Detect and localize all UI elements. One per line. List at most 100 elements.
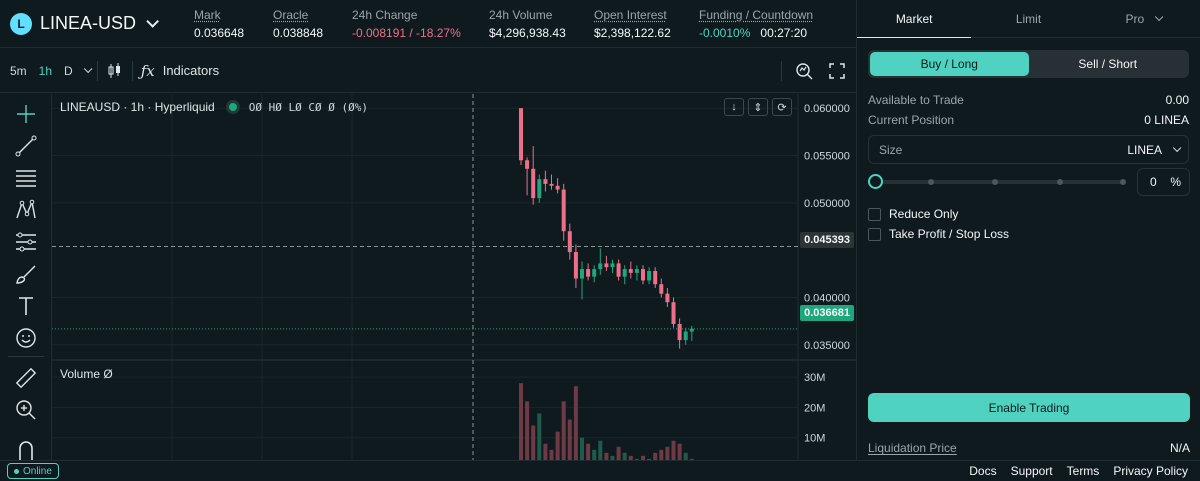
slider-tick	[928, 179, 934, 185]
size-input[interactable]: Size LINEA	[868, 135, 1189, 164]
magnet-icon[interactable]	[14, 436, 38, 460]
volume-bar	[683, 452, 688, 460]
slider-tick	[1057, 179, 1063, 185]
candle	[683, 331, 688, 341]
volume-bar	[525, 401, 530, 460]
zoom-in-icon[interactable]	[14, 398, 38, 422]
volume-bar	[665, 446, 670, 460]
emoji-icon[interactable]	[14, 326, 38, 350]
percent-sign: %	[1170, 175, 1181, 189]
funding-rate: -0.0010%	[699, 26, 751, 40]
volume-bar	[671, 440, 676, 460]
chevron-down-icon	[1172, 143, 1182, 152]
stat-24h-change: 24h Change -0.008191 / -18.27%	[352, 8, 461, 40]
timeframe-chevron-icon[interactable]	[83, 64, 93, 73]
tab-label: Market	[895, 11, 933, 26]
candle	[634, 269, 639, 273]
size-percent-value: 0	[1150, 175, 1157, 189]
stat-24h-volume: 24h Volume $4,296,938.43	[489, 8, 566, 40]
volume-tick-label: 10M	[804, 433, 825, 445]
price-chart[interactable]: 0.060000 0.055000 0.050000 0.040000 0.035000…	[52, 94, 856, 460]
reduce-only-checkbox[interactable]: Reduce Only	[868, 207, 958, 221]
stat-label: 24h Change	[352, 8, 418, 22]
tab-pro[interactable]: Pro	[1086, 0, 1200, 37]
tab-label: Limit	[1015, 11, 1042, 26]
fib-retracement-icon[interactable]	[14, 230, 38, 254]
liquidation-value: N/A	[1169, 441, 1190, 455]
side-toggle: Buy / Long Sell / Short	[868, 50, 1189, 78]
crosshair-price-tag: 0.045393	[800, 232, 854, 248]
crosshair-icon[interactable]	[14, 102, 38, 126]
footer-link-terms[interactable]: Terms	[1066, 464, 1100, 478]
slider-handle[interactable]	[868, 174, 883, 189]
collapse-icon[interactable]: ⇕	[748, 98, 768, 116]
stat-label: Mark	[194, 8, 221, 22]
volume-legend: Volume Ø	[60, 367, 113, 381]
ruler-icon[interactable]	[14, 366, 38, 390]
footer-link-support[interactable]: Support	[1010, 464, 1053, 478]
chart-toolbar: 5m 1h D ƒx Indicators	[0, 49, 856, 93]
candle	[628, 269, 633, 273]
toolbar-divider	[131, 60, 133, 81]
status-label: Online	[23, 465, 52, 477]
candle	[592, 269, 597, 277]
checkbox-box[interactable]	[868, 207, 881, 221]
size-percent-input[interactable]: 0 %	[1137, 168, 1190, 196]
connection-status-badge: Online	[7, 463, 59, 479]
text-tool-icon[interactable]	[14, 294, 38, 318]
slider-tick	[1120, 179, 1126, 185]
candle	[525, 160, 530, 169]
horizontal-lines-icon[interactable]	[14, 166, 38, 190]
volume-bar	[537, 413, 542, 460]
stat-value: $4,296,938.43	[489, 26, 566, 40]
footer-link-docs[interactable]: Docs	[969, 464, 997, 478]
timeframe-d[interactable]: D	[64, 63, 73, 78]
size-slider[interactable]	[868, 174, 1126, 190]
candle	[610, 263, 615, 268]
footer-links: Docs Support Terms Privacy Policy	[969, 464, 1188, 478]
candle	[665, 293, 670, 303]
sell-short-button[interactable]: Sell / Short	[1078, 57, 1138, 71]
fullscreen-icon[interactable]	[828, 62, 846, 80]
volume-bar	[549, 449, 554, 460]
candle	[549, 183, 554, 186]
footer-link-privacy[interactable]: Privacy Policy	[1113, 464, 1188, 478]
timeframe-1h[interactable]: 1h	[38, 63, 53, 78]
candle	[616, 263, 621, 277]
snapshot-icon[interactable]	[794, 61, 814, 81]
pattern-icon[interactable]	[14, 198, 38, 222]
volume-bar	[610, 455, 615, 460]
reset-icon[interactable]: ⟳	[772, 98, 792, 116]
available-value: 0.00	[1165, 93, 1189, 107]
scroll-down-icon[interactable]: ↓	[724, 98, 744, 116]
tab-limit[interactable]: Limit	[971, 0, 1085, 37]
chart-canvas[interactable]: 0.060000 0.055000 0.050000 0.040000 0.035000…	[52, 94, 856, 460]
slider-track[interactable]	[874, 180, 1126, 184]
enable-trading-button[interactable]: Enable Trading	[868, 393, 1190, 422]
volume-bar	[634, 458, 639, 460]
status-dot-icon	[14, 468, 19, 474]
candle	[586, 269, 591, 277]
slider-tick	[992, 179, 998, 185]
stat-open-interest: Open Interest $2,398,122.62	[594, 8, 671, 40]
tp-sl-checkbox[interactable]: Take Profit / Stop Loss	[868, 227, 1009, 241]
pair-selector[interactable]: L LINEA-USD	[0, 12, 190, 35]
timeframe-5m[interactable]: 5m	[10, 63, 27, 78]
trendline-icon[interactable]	[14, 134, 38, 158]
market-header: L LINEA-USD Mark 0.036648 Oracle 0.03884…	[0, 0, 856, 48]
brush-icon[interactable]	[14, 262, 38, 286]
indicators-button[interactable]: ƒx Indicators	[141, 62, 219, 80]
buy-long-button[interactable]: Buy / Long	[870, 52, 1029, 76]
tab-market[interactable]: Market	[857, 0, 972, 38]
volume-bar	[689, 458, 694, 460]
position-label: Current Position	[868, 113, 955, 127]
stat-value: 0.038848	[273, 26, 324, 40]
size-unit-selector[interactable]: LINEA	[1127, 143, 1182, 157]
stat-value: 0.036648	[194, 26, 245, 40]
candle	[531, 168, 536, 199]
candles-style-icon[interactable]	[106, 62, 124, 80]
volume-bar	[616, 446, 621, 460]
last-price-tag: 0.036681	[800, 305, 854, 321]
stat-label: Oracle	[273, 8, 309, 22]
checkbox-box[interactable]	[868, 227, 881, 241]
